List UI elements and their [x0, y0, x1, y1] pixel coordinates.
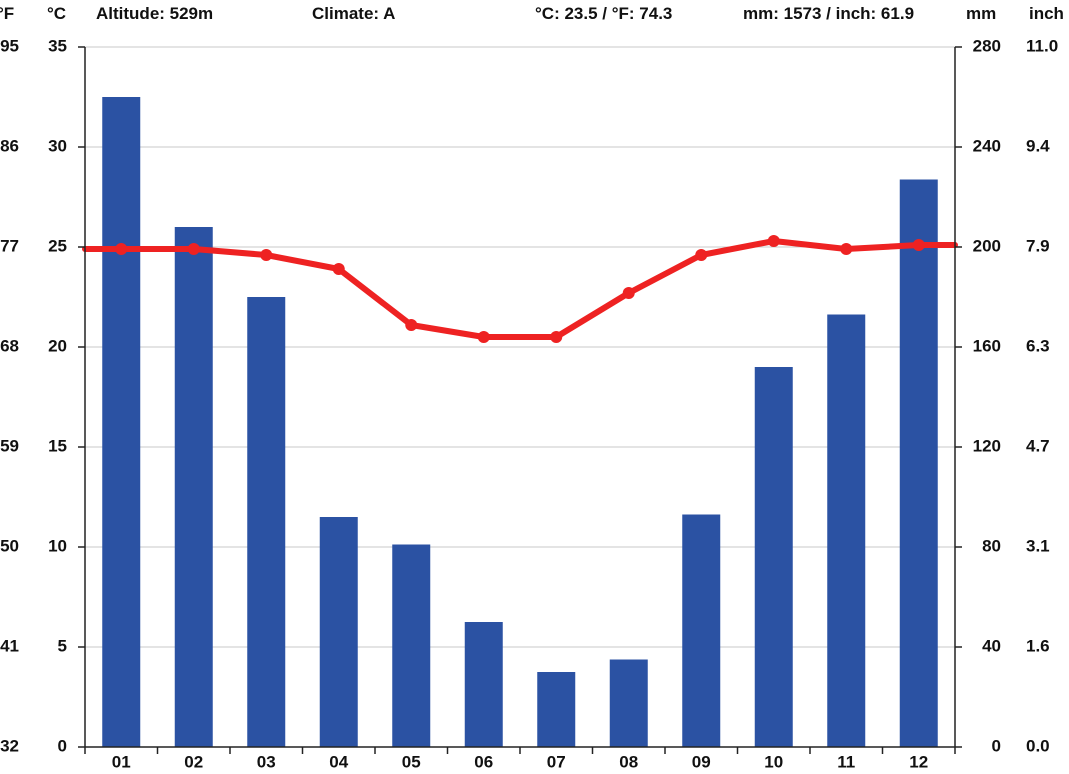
celsius-tick-label: 20: [48, 336, 67, 355]
celsius-tick-label: 35: [48, 36, 67, 55]
fahrenheit-tick-label: 86: [0, 136, 19, 155]
inch-tick-label: 9.4: [1026, 136, 1050, 155]
inch-tick-label: 4.7: [1026, 436, 1050, 455]
temperature-point: [840, 243, 853, 255]
celsius-unit-label: °C: [47, 4, 67, 23]
inch-unit-label: inch: [1029, 4, 1064, 23]
average-temperature-label: °C: 23.5 / °F: 74.3: [535, 4, 673, 23]
month-label: 04: [329, 752, 348, 771]
month-label: 12: [909, 752, 928, 771]
temperature-series: [82, 235, 958, 343]
inch-tick-label: 3.1: [1026, 536, 1050, 555]
mm-tick-label: 160: [973, 336, 1001, 355]
mm-unit-label: mm: [966, 4, 997, 23]
fahrenheit-tick-label: 77: [0, 236, 19, 255]
precipitation-bar: [464, 622, 503, 747]
precipitation-bar: [899, 179, 938, 747]
gridlines: [85, 46, 955, 648]
month-label: 09: [692, 752, 711, 771]
fahrenheit-tick-label: 50: [0, 536, 19, 555]
precipitation-bar: [682, 514, 721, 747]
precipitation-bar: [102, 97, 141, 747]
celsius-tick-label: 5: [58, 636, 67, 655]
total-precipitation-label: mm: 1573 / inch: 61.9: [743, 4, 915, 23]
temperature-point: [477, 331, 490, 343]
mm-tick-label: 40: [982, 636, 1001, 655]
precipitation-bar: [609, 659, 648, 747]
fahrenheit-tick-label: 95: [0, 36, 19, 55]
month-label: 01: [112, 752, 131, 771]
fahrenheit-tick-label: 59: [0, 436, 19, 455]
precipitation-bar: [827, 314, 866, 747]
mm-tick-label: 280: [973, 36, 1001, 55]
climate-label: Climate: A: [312, 4, 396, 23]
month-label: 08: [619, 752, 638, 771]
fahrenheit-tick-label: 32: [0, 736, 19, 755]
month-label: 07: [547, 752, 566, 771]
temperature-point: [405, 319, 418, 331]
temperature-point: [115, 243, 128, 255]
fahrenheit-unit-label: °F: [0, 4, 15, 23]
fahrenheit-tick-label: 68: [0, 336, 19, 355]
temperature-point: [695, 249, 708, 261]
precipitation-bar: [537, 672, 576, 747]
temperature-line: [82, 238, 958, 340]
altitude-label: Altitude: 529m: [96, 4, 214, 23]
precipitation-bar: [247, 297, 286, 747]
tick-labels: 0 32 0 0.0 5 41 40 1.6 10 50 80 3.1 15 59 120 4.7 20 68 16…: [0, 36, 1058, 771]
temperature-point: [622, 287, 635, 299]
celsius-tick-label: 25: [48, 236, 67, 255]
precipitation-bars: [102, 97, 938, 747]
inch-tick-label: 1.6: [1026, 636, 1050, 655]
temperature-point: [260, 249, 273, 261]
month-label: 10: [764, 752, 783, 771]
month-label: 06: [474, 752, 493, 771]
inch-tick-label: 6.3: [1026, 336, 1050, 355]
mm-tick-label: 80: [982, 536, 1001, 555]
axes: [78, 46, 962, 754]
temperature-point: [912, 239, 925, 251]
temperature-point: [550, 331, 563, 343]
inch-tick-label: 11.0: [1026, 36, 1058, 55]
mm-tick-label: 0: [992, 736, 1001, 755]
temperature-point: [332, 263, 345, 275]
celsius-tick-label: 10: [48, 536, 67, 555]
celsius-tick-label: 0: [58, 736, 67, 755]
month-label: 02: [184, 752, 203, 771]
month-label: 11: [837, 752, 855, 771]
mm-tick-label: 200: [973, 236, 1001, 255]
temperature-point: [187, 243, 200, 255]
month-label: 05: [402, 752, 421, 771]
inch-tick-label: 0.0: [1026, 736, 1050, 755]
celsius-tick-label: 15: [48, 436, 67, 455]
mm-tick-label: 240: [973, 136, 1001, 155]
temperature-point: [767, 235, 780, 247]
celsius-tick-label: 30: [48, 136, 67, 155]
mm-tick-label: 120: [973, 436, 1001, 455]
precipitation-bar: [319, 517, 358, 747]
precipitation-bar: [392, 544, 431, 747]
precipitation-bar: [174, 227, 213, 747]
month-label: 03: [257, 752, 276, 771]
fahrenheit-tick-label: 41: [0, 636, 19, 655]
inch-tick-label: 7.9: [1026, 236, 1050, 255]
precipitation-bar: [754, 367, 793, 747]
